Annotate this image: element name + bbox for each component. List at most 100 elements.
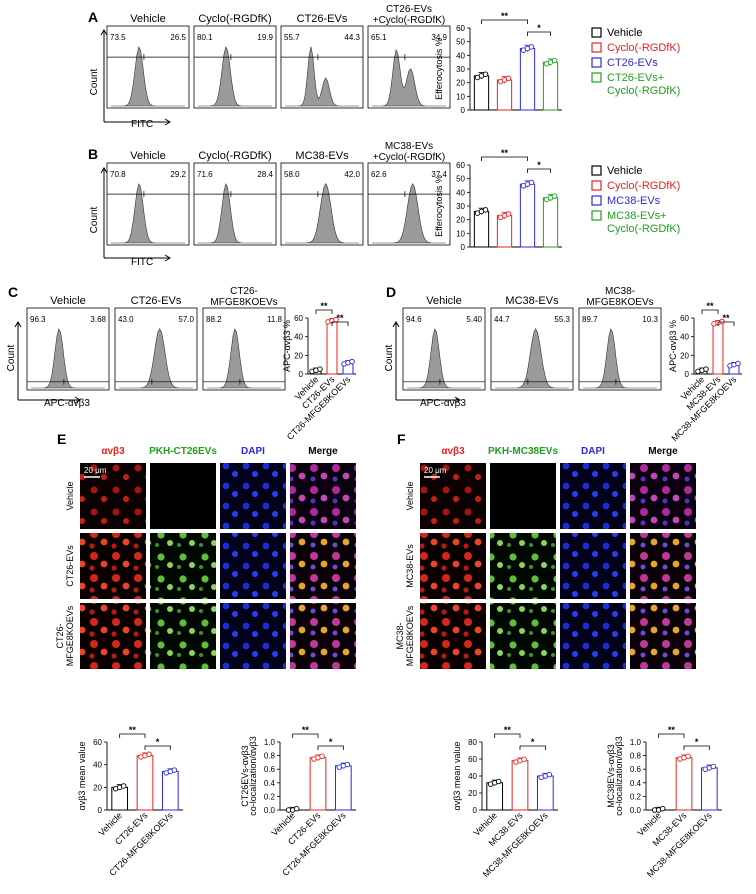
chart-bar xyxy=(675,757,693,811)
arrow-head-right xyxy=(164,254,171,262)
micro-row-label: Vehicle xyxy=(405,481,415,510)
micro-image-tile xyxy=(290,463,356,529)
micro-image-tile xyxy=(80,603,146,669)
micro-image-tile xyxy=(150,463,216,529)
chart-y-tick-label: 60 xyxy=(468,755,477,764)
flow-row-c: Vehicle 96.3 3.68 CT26-EVs 43.0 57.0 CT26-MFGE… xyxy=(26,286,286,391)
flow-right-percent: 42.0 xyxy=(344,170,360,179)
micro-channel-header: Merge xyxy=(308,446,338,457)
flow-right-percent: 55.3 xyxy=(554,315,570,324)
flow-left-percent: 55.7 xyxy=(284,33,300,42)
arrow-head-up xyxy=(100,167,108,174)
chart-y-tick-label: 10 xyxy=(456,229,465,238)
micro-image-tile xyxy=(220,463,286,529)
chart-bar xyxy=(161,770,179,811)
chart-data-point xyxy=(505,211,512,217)
chart-y-tick-label: 0.2 xyxy=(630,792,642,801)
flow-left-percent: 88.2 xyxy=(206,315,222,324)
flow-left-percent: 43.0 xyxy=(118,315,134,324)
chart-data-point xyxy=(528,179,535,186)
flow-right-percent: 57.0 xyxy=(178,315,194,324)
legend-label: CT26-EVs xyxy=(607,57,658,69)
chart-data-point xyxy=(551,193,558,199)
flow-plot-frame xyxy=(202,307,286,391)
flow-right-percent: 19.9 xyxy=(257,33,273,42)
chart-y-tick-label: 1.0 xyxy=(630,738,642,747)
micro-channel-header: Merge xyxy=(648,446,678,457)
chart-sig-bracket xyxy=(494,733,521,738)
scale-bar-label: 20 μm xyxy=(424,466,447,475)
chart-bar xyxy=(700,767,718,811)
chart-y-axis-label: co-localization/αvβ3 xyxy=(248,736,258,815)
chart-sig-label: ** xyxy=(320,301,328,311)
flow-right-percent: 44.3 xyxy=(344,33,360,42)
chart-bar xyxy=(136,755,154,811)
flow-right-percent: 3.68 xyxy=(90,315,106,324)
chart-y-axis-label: Efferocytosis % xyxy=(434,175,444,237)
flow-plot-frame xyxy=(578,307,662,391)
chart-y-tick-label: 40 xyxy=(680,333,689,342)
chart-y-tick-label: 1.0 xyxy=(264,738,276,747)
chart-sig-bracket xyxy=(527,31,551,36)
chart-bar xyxy=(536,775,554,811)
arrow-head-right xyxy=(164,118,171,126)
flow-plot-title: CT26-EVs xyxy=(386,4,432,15)
legend-label: Cyclo(-RGDfK) xyxy=(607,42,680,54)
chart-y-tick-label: 20 xyxy=(294,351,303,360)
chart-data-point xyxy=(735,360,741,367)
chart-bar xyxy=(542,61,559,111)
flow-a-fitc-label: FITC xyxy=(131,119,153,130)
chart-y-tick-label: 0.4 xyxy=(264,779,276,788)
chart-bar xyxy=(519,183,536,248)
chart-y-tick-label: 0 xyxy=(461,243,466,252)
legend-label: MC38-EVs xyxy=(607,195,661,207)
chart-bar xyxy=(309,757,327,811)
chart-y-tick-label: 40 xyxy=(294,333,303,342)
flow-histogram xyxy=(119,328,193,389)
chart-sig-bracket xyxy=(527,168,551,173)
chart-y-tick-label: 60 xyxy=(456,24,465,33)
micro-row-label: CT26-EVs xyxy=(65,545,75,587)
micro-row-label: MC38- xyxy=(395,622,405,649)
chart-sig-label: ** xyxy=(722,313,730,323)
legend-label: Vehicle xyxy=(607,27,642,39)
chart-bar xyxy=(473,210,490,248)
chart-y-tick-label: 0.8 xyxy=(264,752,276,761)
chart-y-tick-label: 20 xyxy=(456,216,465,225)
chart-bar xyxy=(326,320,338,375)
micro-image-tile xyxy=(490,533,556,599)
chart-y-tick-label: 40 xyxy=(456,51,465,60)
panel-letter-c: C xyxy=(8,284,18,300)
flow-plot-title: CT26-EVs xyxy=(131,295,182,307)
chart-y-tick-label: 50 xyxy=(456,38,465,47)
flow-d-count-label: Count xyxy=(384,344,395,371)
flow-histogram xyxy=(111,183,185,244)
chart-data-point xyxy=(659,805,666,812)
flow-plot-title: Vehicle xyxy=(50,295,85,307)
chart-data-point xyxy=(171,767,178,773)
legend-label: CT26-EVs+ xyxy=(607,72,664,84)
flow-plot-title: Cyclo(-RGDfK) xyxy=(198,150,271,162)
flow-left-percent: 62.6 xyxy=(371,170,387,179)
flow-histogram xyxy=(285,183,359,244)
panel-letter-e: E xyxy=(57,431,66,447)
flow-plot-frame xyxy=(26,307,110,391)
flow-histogram xyxy=(372,183,446,244)
chart-data-point xyxy=(685,753,691,760)
chart-data-point xyxy=(521,756,527,763)
chart-sig-bracket xyxy=(519,745,546,750)
flow-plot-title: MFGE8KOEVs xyxy=(210,297,277,308)
legend-label: MC38-EVs+ xyxy=(607,210,667,222)
chart-sig-bracket xyxy=(683,745,710,750)
chart-sig-bracket xyxy=(717,321,735,326)
flow-histogram xyxy=(207,328,281,389)
chart-y-tick-label: 10 xyxy=(456,92,465,101)
chart-bar xyxy=(712,322,724,375)
chart-y-axis-label: APC-αvβ3 % xyxy=(282,320,292,372)
chart-sig-label: ** xyxy=(302,725,310,735)
chart-sig-label: ** xyxy=(504,725,512,735)
legend-label: Cyclo(-RGDfK) xyxy=(607,85,680,97)
chart-data-point xyxy=(528,44,535,50)
